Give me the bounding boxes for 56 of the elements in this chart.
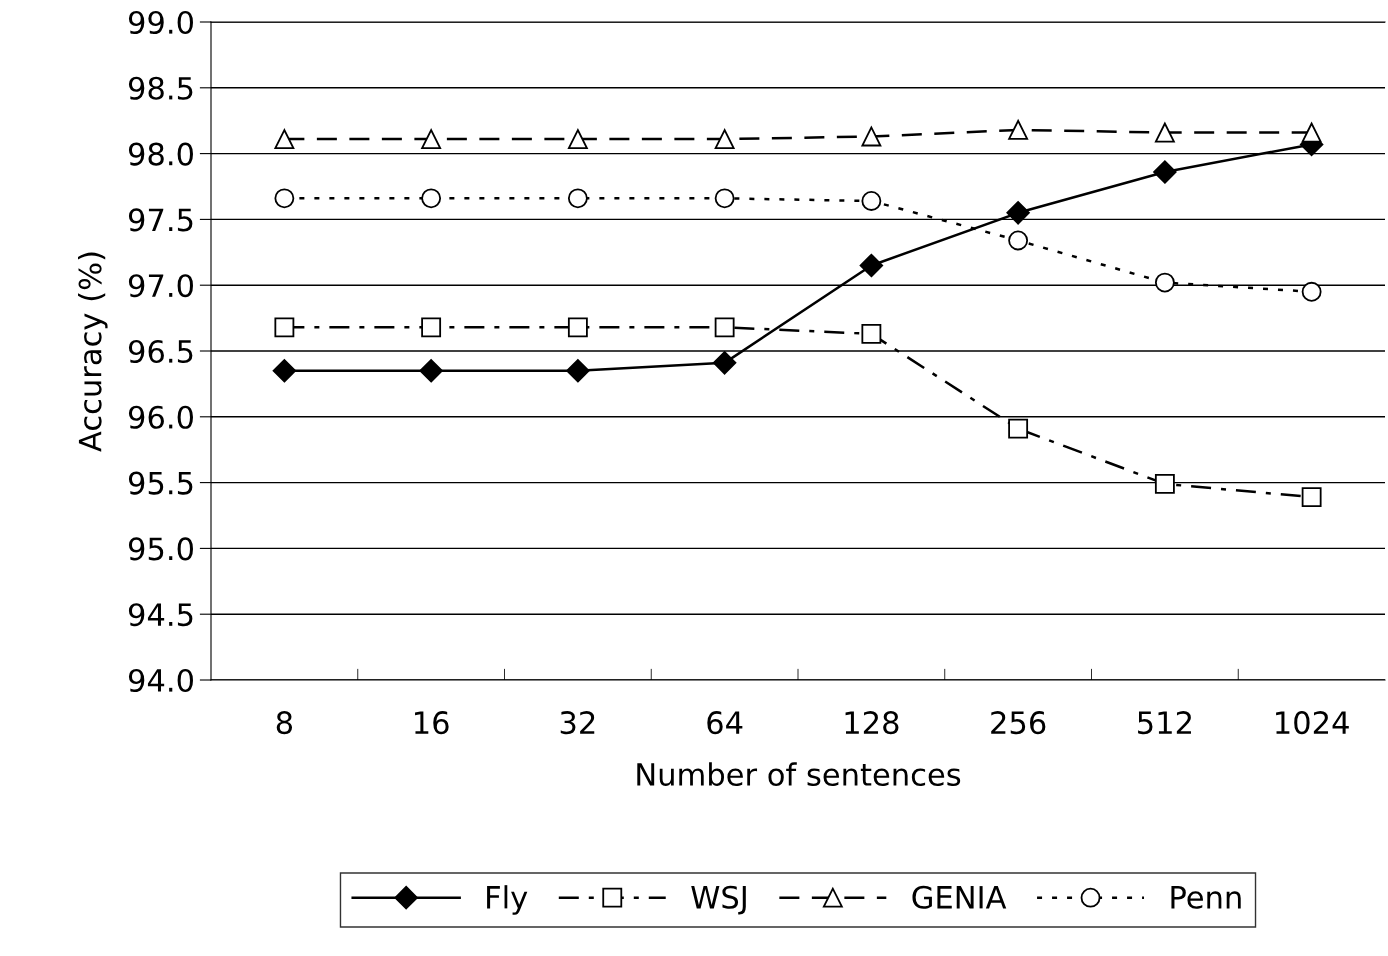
point <box>419 359 443 383</box>
point <box>566 359 590 383</box>
point <box>861 323 882 344</box>
legend-label: Fly <box>487 885 528 915</box>
x-tick-label: 256 <box>991 711 1046 735</box>
point <box>1008 119 1029 140</box>
x-tick-label: 1024 <box>1276 711 1349 735</box>
point <box>421 188 442 209</box>
x-tick-label: 8 <box>276 711 292 735</box>
point <box>714 317 735 338</box>
x-tick-label: 64 <box>707 711 743 735</box>
y-tick-label: 97.5 <box>128 208 193 232</box>
y-tick-label: 95.5 <box>128 471 193 495</box>
point <box>1154 122 1175 143</box>
legend-label: Penn <box>1171 886 1241 909</box>
point <box>861 191 882 211</box>
y-tick-label: 98.0 <box>128 142 193 166</box>
point <box>861 126 882 147</box>
point <box>1301 122 1322 143</box>
y-tick-label: 96.5 <box>128 339 193 364</box>
point <box>274 129 295 150</box>
point <box>1154 473 1175 494</box>
point <box>712 351 737 375</box>
point <box>1006 201 1030 225</box>
point <box>1008 230 1029 251</box>
x-tick-label: 32 <box>560 711 595 735</box>
point <box>859 253 884 278</box>
point <box>421 129 442 150</box>
point <box>567 188 588 209</box>
point <box>274 317 295 338</box>
point <box>567 317 588 338</box>
y-tick-label: 96.0 <box>128 405 193 429</box>
y-tick-label: 95.0 <box>128 537 193 561</box>
x-tick-label: 16 <box>415 711 449 735</box>
point <box>274 188 295 209</box>
x-tick-label: 128 <box>845 711 899 735</box>
point <box>272 359 297 383</box>
point <box>1301 281 1322 302</box>
y-axis-title: Accuracy (%) <box>78 252 108 452</box>
y-tick-label: 97.0 <box>128 274 193 298</box>
legend-label: WSJ <box>691 885 746 915</box>
point <box>567 129 588 150</box>
legend-label: GENIA <box>912 885 1007 909</box>
x-axis-title: Number of sentences <box>637 762 961 786</box>
point <box>1154 272 1175 293</box>
point <box>1008 418 1029 439</box>
point <box>1301 487 1322 508</box>
point <box>714 129 735 150</box>
y-tick-label: 94.0 <box>128 668 193 693</box>
point <box>714 188 735 209</box>
y-tick-label: 98.5 <box>128 76 193 100</box>
x-tick-label: 512 <box>1138 711 1191 735</box>
point <box>1153 160 1177 184</box>
y-tick-label: 99.0 <box>128 10 193 35</box>
y-tick-label: 94.5 <box>128 603 193 627</box>
point <box>421 317 442 338</box>
